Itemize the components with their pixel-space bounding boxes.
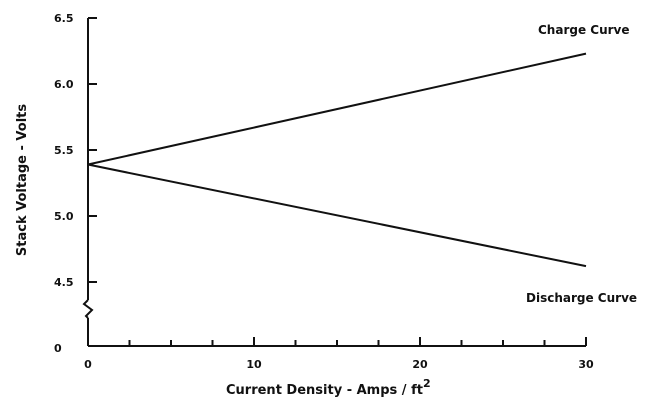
y-ticks: 4.5 5.0 5.5 6.0 6.5 <box>54 12 97 289</box>
x-tick-label: 30 <box>578 358 594 371</box>
series-lines <box>87 52 587 268</box>
x-axis-title-text: Current Density - Amps / ft <box>226 383 423 398</box>
x-axis-title-superscript: 2 <box>423 377 431 390</box>
x-ticks: 0 10 20 30 <box>84 337 594 371</box>
y-tick-label: 4.5 <box>54 276 74 289</box>
y-tick-label: 5.5 <box>54 144 74 157</box>
y-tick-label: 5.0 <box>54 210 74 223</box>
series-label-discharge-curve: Discharge Curve <box>526 291 637 305</box>
y-axis-title: Stack Voltage - Volts <box>15 104 30 256</box>
y-tick-label: 6.0 <box>54 78 74 91</box>
x-axis-title: Current Density - Amps / ft2 <box>226 377 431 398</box>
series-line-charge-curve <box>87 52 587 166</box>
x-tick-label: 10 <box>246 358 262 371</box>
series-label-charge-curve: Charge Curve <box>538 23 630 37</box>
y-axis-break <box>82 299 94 319</box>
y-bottom-tick-label: 0 <box>54 342 62 355</box>
x-tick-label: 20 <box>412 358 428 371</box>
series-line-discharge-curve <box>87 163 587 268</box>
x-tick-label: 0 <box>84 358 92 371</box>
y-tick-label: 6.5 <box>54 12 74 25</box>
axes <box>82 18 586 347</box>
